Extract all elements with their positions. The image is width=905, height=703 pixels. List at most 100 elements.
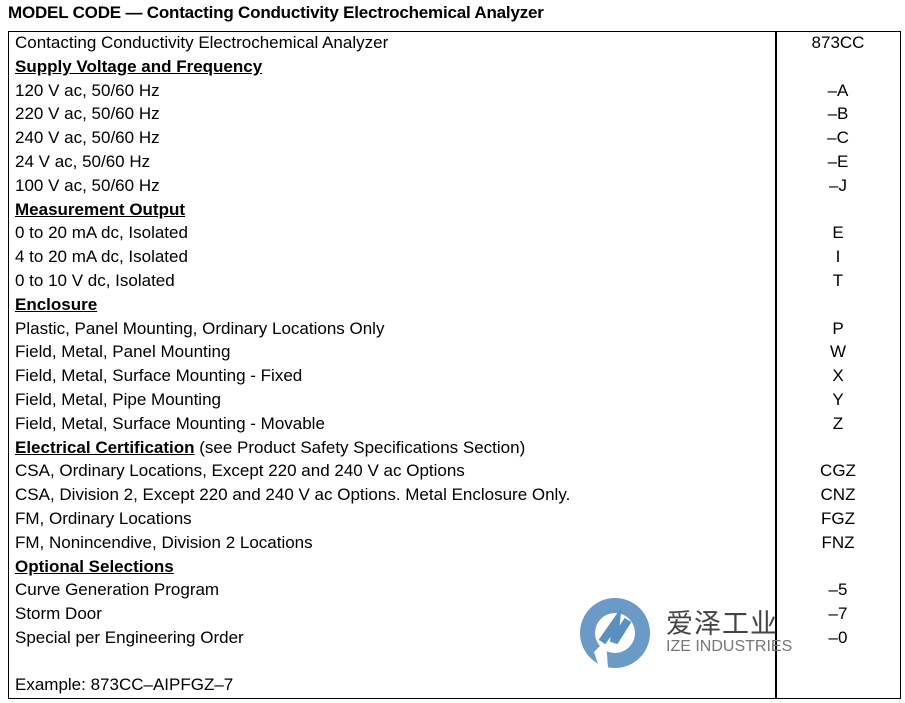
table-row: Special per Engineering Order –0 bbox=[15, 626, 900, 650]
row-description: Field, Metal, Pipe Mounting bbox=[15, 388, 221, 412]
row-description: FM, Nonincendive, Division 2 Locations bbox=[15, 531, 313, 555]
table-row: Plastic, Panel Mounting, Ordinary Locati… bbox=[15, 317, 900, 341]
table-row: CSA, Ordinary Locations, Except 220 and … bbox=[15, 459, 900, 483]
row-description: 100 V ac, 50/60 Hz bbox=[15, 174, 160, 198]
row-code: P bbox=[832, 318, 844, 338]
row-code: FGZ bbox=[821, 508, 855, 528]
ize-logo-icon bbox=[580, 598, 650, 668]
description-text: Field, Metal, Surface Mounting - Fixed bbox=[15, 366, 303, 386]
description-text: Field, Metal, Pipe Mounting bbox=[15, 389, 221, 409]
example-text: Example: 873CC–AIPFGZ–7 bbox=[15, 675, 234, 694]
watermark-logo: 爱泽工业 IZE INDUSTRIES bbox=[578, 596, 798, 671]
row-description: Storm Door bbox=[15, 602, 102, 626]
table-row: Storm Door –7 bbox=[15, 602, 900, 626]
section-note: (see Product Safety Specifications Secti… bbox=[194, 437, 526, 457]
row-description: Enclosure bbox=[15, 293, 97, 317]
row-code: –7 bbox=[828, 604, 848, 624]
description-text: Contacting Conductivity Electrochemical … bbox=[15, 33, 389, 52]
row-code: CGZ bbox=[820, 461, 856, 481]
row-description: 240 V ac, 50/60 Hz bbox=[15, 126, 160, 150]
section-header: Measurement Output bbox=[15, 198, 900, 222]
row-code: –B bbox=[827, 104, 849, 124]
table-row: 4 to 20 mA dc, Isolated I bbox=[15, 245, 900, 269]
row-description: 0 to 20 mA dc, Isolated bbox=[15, 221, 188, 245]
description-text: Plastic, Panel Mounting, Ordinary Locati… bbox=[15, 318, 385, 338]
description-text: 220 V ac, 50/60 Hz bbox=[15, 104, 160, 124]
row-description: 24 V ac, 50/60 Hz bbox=[15, 150, 150, 174]
row-description: Field, Metal, Surface Mounting - Fixed bbox=[15, 364, 302, 388]
row-code: I bbox=[835, 247, 841, 267]
row-description: Plastic, Panel Mounting, Ordinary Locati… bbox=[15, 317, 384, 341]
description-text: Electrical Certification bbox=[15, 437, 195, 457]
row-code: 873CC bbox=[811, 33, 865, 52]
row-code: CNZ bbox=[820, 485, 856, 505]
description-text: CSA, Division 2, Except 220 and 240 V ac… bbox=[15, 485, 571, 505]
watermark-cn: 爱泽工业 bbox=[666, 609, 778, 639]
description-text: Measurement Output bbox=[15, 199, 186, 219]
row-description: 4 to 20 mA dc, Isolated bbox=[15, 245, 188, 269]
table-row: 120 V ac, 50/60 Hz –A bbox=[15, 79, 900, 103]
row-code: –J bbox=[829, 175, 847, 195]
table-row: Curve Generation Program –5 bbox=[15, 578, 900, 602]
description-text: Special per Engineering Order bbox=[15, 627, 244, 647]
section-header: Electrical Certification (see Product Sa… bbox=[15, 436, 900, 460]
row-code: Y bbox=[832, 389, 844, 409]
description-text: 0 to 20 mA dc, Isolated bbox=[15, 223, 188, 243]
table-row: FM, Nonincendive, Division 2 Locations FN… bbox=[15, 531, 900, 555]
row-description: CSA, Division 2, Except 220 and 240 V ac… bbox=[15, 483, 570, 507]
description-text: 120 V ac, 50/60 Hz bbox=[15, 80, 160, 100]
description-text: Storm Door bbox=[15, 604, 102, 624]
row-code: –C bbox=[827, 128, 849, 148]
row-description: FM, Ordinary Locations bbox=[15, 507, 192, 531]
row-code: E bbox=[832, 223, 844, 243]
description-text: 0 to 10 V dc, Isolated bbox=[15, 270, 175, 290]
row-description: 0 to 10 V dc, Isolated bbox=[15, 269, 175, 293]
row-code: FNZ bbox=[821, 532, 855, 552]
row-code: W bbox=[829, 342, 847, 362]
row-code: Z bbox=[832, 413, 844, 433]
table-row: Field, Metal, Surface Mounting - Fixed X bbox=[15, 364, 900, 388]
table-row: Field, Metal, Pipe Mounting Y bbox=[15, 388, 900, 412]
section-header: Enclosure bbox=[15, 293, 900, 317]
column-divider bbox=[775, 31, 777, 698]
description-text: 240 V ac, 50/60 Hz bbox=[15, 128, 160, 148]
description-text: Field, Metal, Panel Mounting bbox=[15, 342, 231, 362]
row-description: Curve Generation Program bbox=[15, 578, 219, 602]
description-text: 100 V ac, 50/60 Hz bbox=[15, 175, 160, 195]
row-description: Field, Metal, Surface Mounting - Movable bbox=[15, 412, 325, 436]
row-code: –0 bbox=[828, 627, 848, 647]
description-text: Enclosure bbox=[15, 294, 98, 314]
table-row: FM, Ordinary Locations FGZ bbox=[15, 507, 900, 531]
description-text: CSA, Ordinary Locations, Except 220 and … bbox=[15, 461, 465, 481]
row-description: Field, Metal, Panel Mounting bbox=[15, 340, 230, 364]
row-description: Contacting Conductivity Electrochemical … bbox=[15, 31, 388, 55]
description-text: Supply Voltage and Frequency bbox=[15, 56, 263, 76]
row-code: –5 bbox=[828, 580, 848, 600]
description-text: Optional Selections bbox=[15, 556, 174, 576]
table-row: Contacting Conductivity Electrochemical … bbox=[15, 31, 900, 55]
section-header: Optional Selections bbox=[15, 555, 900, 579]
row-description: Measurement Output bbox=[15, 198, 185, 222]
description-text: 4 to 20 mA dc, Isolated bbox=[15, 247, 188, 267]
row-code: T bbox=[832, 270, 844, 290]
row-description: 220 V ac, 50/60 Hz bbox=[15, 102, 160, 126]
description-text: FM, Nonincendive, Division 2 Locations bbox=[15, 532, 313, 552]
description-text: Curve Generation Program bbox=[15, 580, 220, 600]
row-description: Electrical Certification (see Product Sa… bbox=[15, 436, 525, 460]
model-code-table bbox=[8, 31, 901, 699]
row-description: Special per Engineering Order bbox=[15, 626, 244, 650]
row-description: Supply Voltage and Frequency bbox=[15, 55, 262, 79]
table-row: 220 V ac, 50/60 Hz –B bbox=[15, 102, 900, 126]
watermark-en: IZE INDUSTRIES bbox=[666, 638, 793, 655]
description-text: 24 V ac, 50/60 Hz bbox=[15, 151, 151, 171]
table-row: CSA, Division 2, Except 220 and 240 V ac… bbox=[15, 483, 900, 507]
table-rows: Contacting Conductivity Electrochemical … bbox=[15, 31, 900, 650]
table-row: 0 to 10 V dc, Isolated T bbox=[15, 269, 900, 293]
description-text: Field, Metal, Surface Mounting - Movable bbox=[15, 413, 325, 433]
table-row: 240 V ac, 50/60 Hz –C bbox=[15, 126, 900, 150]
description-text: FM, Ordinary Locations bbox=[15, 508, 192, 528]
row-description: Optional Selections bbox=[15, 555, 174, 579]
row-code: –A bbox=[827, 80, 849, 100]
row-description: 120 V ac, 50/60 Hz bbox=[15, 79, 160, 103]
page-title: MODEL CODE — Contacting Conductivity Ele… bbox=[8, 3, 544, 22]
